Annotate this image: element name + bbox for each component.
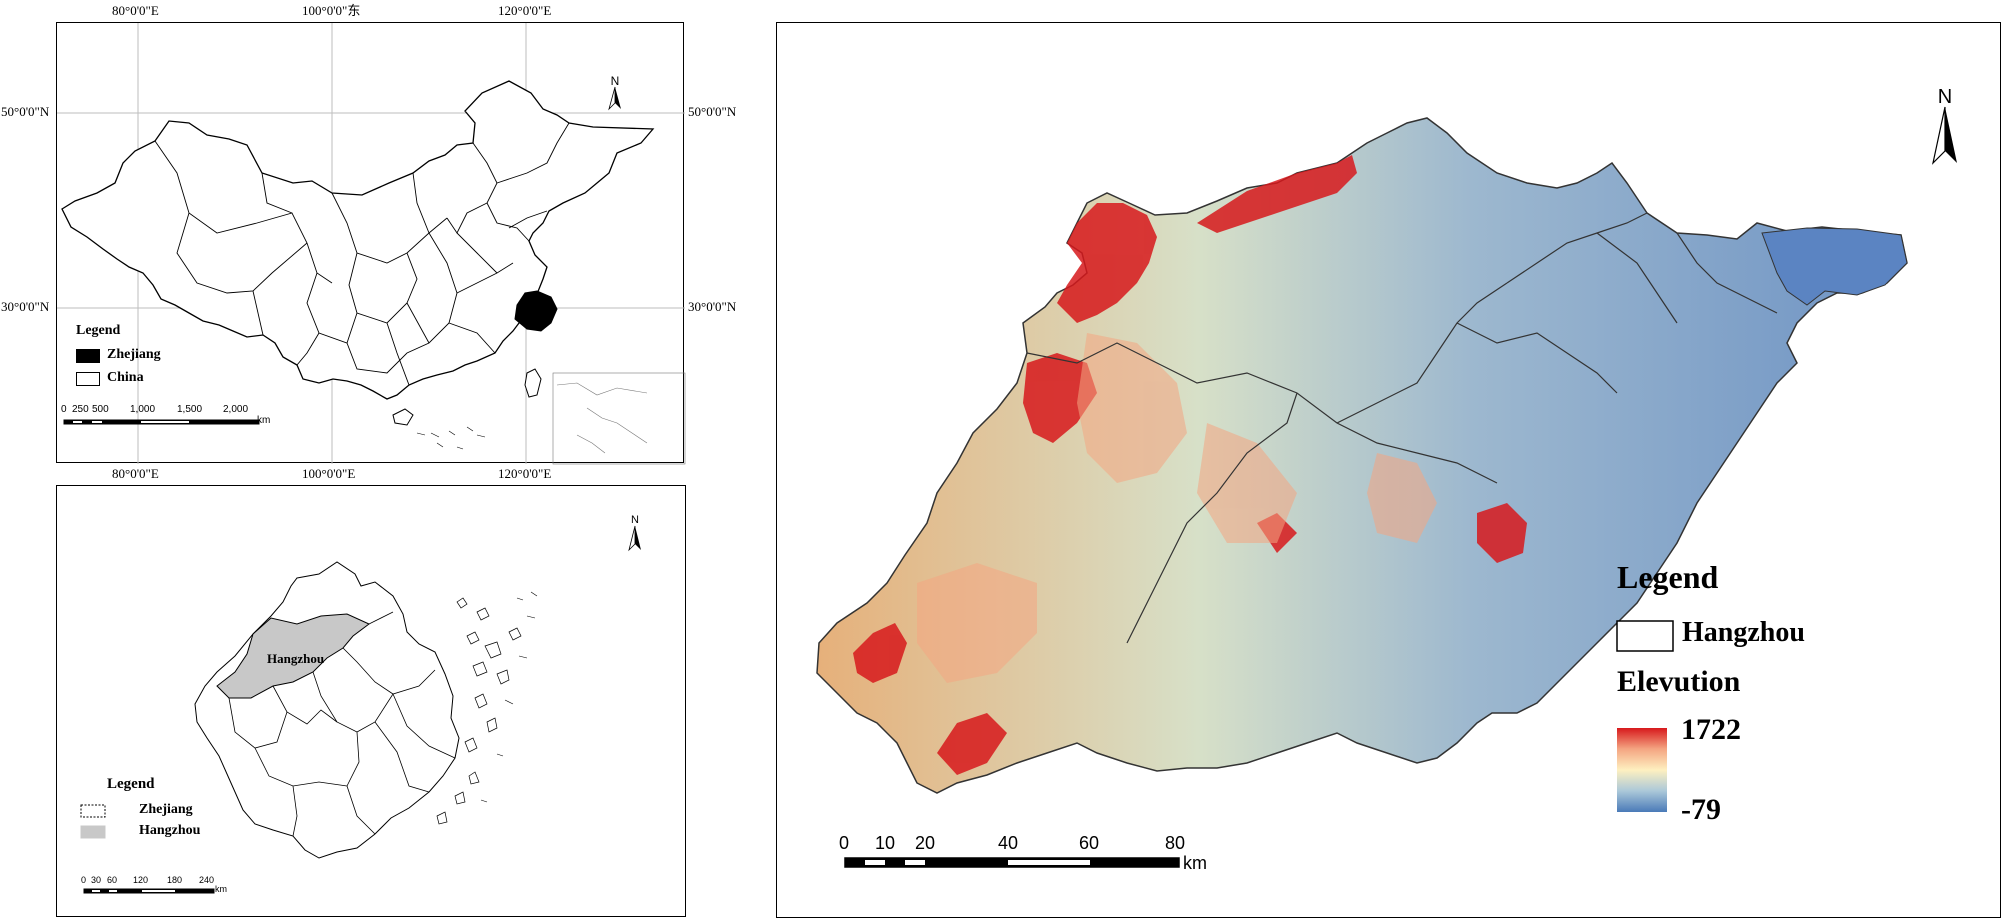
- china-left-tick-50: 50°0'0"N: [1, 104, 50, 119]
- china-map-panel: N Legend Zhejiang China 0 250 500 1,000 …: [56, 22, 686, 465]
- china-legend-item-zhejiang: Zhejiang: [107, 347, 161, 362]
- china-bottom-tick-120: 120°0'0"E: [498, 466, 552, 481]
- china-scale-label-500: 500: [92, 404, 109, 415]
- hangzhou-scale-unit: km: [1183, 853, 1207, 873]
- hangzhou-boundary: [816, 117, 1908, 794]
- zhejiang-legend-title: Legend: [107, 776, 155, 792]
- zhejiang-legend-item-zhejiang: Zhejiang: [139, 802, 193, 817]
- china-scale-label-250: 250: [72, 404, 89, 415]
- china-legend-title: Legend: [76, 323, 121, 338]
- zhejiang-scale-label-240: 240: [199, 875, 215, 885]
- hangzhou-legend-swatch: [80, 825, 106, 839]
- hangzhou-scale-bar: [844, 857, 1180, 868]
- zhejiang-scale-label-180: 180: [167, 875, 183, 885]
- china-top-tick-120: 120°0'0"E: [498, 3, 552, 18]
- china-swatch: [76, 372, 100, 386]
- hangzhou-scale-label-80: 80: [1165, 833, 1186, 853]
- zhejiang-scale-bar: [83, 888, 215, 894]
- hangzhou-highlight: [216, 613, 370, 699]
- hangzhou-region-label: Hangzhou: [267, 651, 325, 666]
- hangzhou-elevation-canvas: [816, 117, 1908, 868]
- hangzhou-scale-label-10: 10: [875, 833, 896, 853]
- zhejiang-map-canvas: [80, 561, 538, 894]
- north-arrow-icon: [628, 525, 641, 552]
- china-left-tick-30: 30°0'0"N: [1, 299, 50, 314]
- hangzhou-scale-label-40: 40: [998, 833, 1019, 853]
- zhejiang-north-arrow: N: [625, 514, 645, 555]
- north-label: N: [610, 74, 620, 88]
- north-label: N: [1937, 86, 1953, 108]
- north-label: N: [631, 514, 639, 526]
- zhejiang-swatch: [76, 349, 100, 363]
- china-north-arrow: N: [605, 75, 625, 114]
- china-bottom-tick-80: 80°0'0"E: [112, 466, 159, 481]
- china-legend-item-china: China: [107, 370, 144, 385]
- china-scale-bar: [63, 419, 260, 425]
- elevation-min-label: -79: [1681, 793, 1721, 826]
- china-scale-label-1500: 1,500: [177, 404, 203, 415]
- zhejiang-outline: [194, 561, 460, 859]
- china-scale-label-0: 0: [61, 404, 67, 415]
- china-top-tick-80: 80°0'0"E: [112, 3, 159, 18]
- china-scale-unit: km: [257, 415, 271, 426]
- hangzhou-scale-label-60: 60: [1079, 833, 1100, 853]
- zhejiang-scale-label-60: 60: [107, 875, 118, 885]
- zhejiang-scale-label-0: 0: [81, 875, 87, 885]
- china-right-tick-30: 30°0'0"N: [688, 299, 737, 314]
- china-outline: [61, 80, 655, 400]
- zhejiang-map-panel: N Hangzhou Legend Zhejiang Hangzhou 0 30…: [56, 485, 686, 917]
- china-right-tick-50: 50°0'0"N: [688, 104, 737, 119]
- elevation-color-ramp: [1617, 728, 1667, 812]
- zhejiang-legend-swatch: [80, 804, 106, 818]
- zhejiang-scale-label-30: 30: [91, 875, 102, 885]
- zhejiang-scale-label-120: 120: [133, 875, 149, 885]
- hangzhou-legend-title: Legend: [1617, 559, 1719, 595]
- elevation-max-label: 1722: [1681, 713, 1741, 746]
- hangzhou-boundary-swatch: [1616, 620, 1674, 652]
- china-top-tick-100: 100°0'0"东: [302, 3, 361, 18]
- zhejiang-legend-item-hangzhou: Hangzhou: [139, 823, 201, 838]
- hangzhou-scale-label-0: 0: [839, 833, 850, 853]
- china-scale-label-1000: 1,000: [130, 404, 156, 415]
- zhejiang-scale-unit: km: [215, 884, 227, 894]
- hangzhou-legend-boundary-label: Hangzhou: [1682, 617, 1805, 648]
- zhejiang-highlight: [514, 290, 558, 332]
- china-bottom-tick-100: 100°0'0"E: [302, 466, 356, 481]
- north-arrow-icon: [1931, 106, 1957, 165]
- china-map-canvas: [57, 23, 686, 465]
- china-scale-label-2000: 2,000: [223, 404, 249, 415]
- north-arrow-icon: [608, 86, 621, 111]
- hangzhou-north-arrow: N: [1927, 87, 1963, 168]
- hangzhou-map-panel: N Legend Hangzhou Elevution 1722 -79 0 1…: [776, 22, 2001, 918]
- hangzhou-scale-label-20: 20: [915, 833, 936, 853]
- elevation-title: Elevution: [1617, 665, 1741, 698]
